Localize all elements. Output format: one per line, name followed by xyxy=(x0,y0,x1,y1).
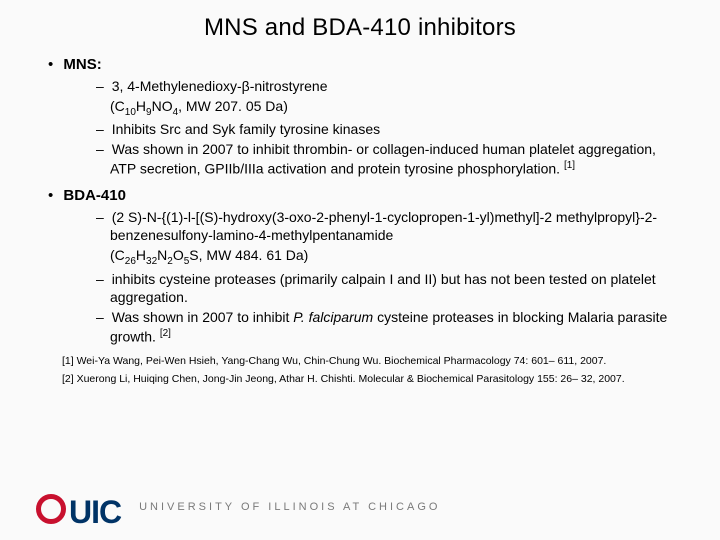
text: H xyxy=(136,98,146,114)
text: N xyxy=(157,247,167,263)
text: O xyxy=(173,247,184,263)
text: H xyxy=(136,247,146,263)
text: 3, 4-Methylenedioxy-β-nitrostyrene xyxy=(112,78,328,94)
text: NO xyxy=(152,98,173,114)
mns-item-formula: (C10H9NO4, MW 207. 05 Da) xyxy=(96,97,680,119)
uic-logo: UIC xyxy=(36,486,121,528)
bda-item-inhibits: inhibits cysteine proteases (primarily c… xyxy=(96,270,680,308)
slide-footer: UIC UNIVERSITY OF ILLINOIS AT CHICAGO xyxy=(36,486,684,528)
section-mns-heading: MNS: xyxy=(48,56,680,73)
references: [1] Wei-Ya Wang, Pei-Wen Hsieh, Yang-Cha… xyxy=(62,355,680,386)
mns-item-2007: Was shown in 2007 to inhibit thrombin- o… xyxy=(96,140,680,178)
bda-item-formula: (C26H32N2O5S, MW 484. 61 Da) xyxy=(96,246,680,268)
ref-sup: [1] xyxy=(564,160,575,171)
logo-ring-icon xyxy=(36,494,66,524)
reference-1: [1] Wei-Ya Wang, Pei-Wen Hsieh, Yang-Cha… xyxy=(62,355,680,368)
bda-item-2007: Was shown in 2007 to inhibit P. falcipar… xyxy=(96,308,680,346)
reference-2: [2] Xuerong Li, Huiqing Chen, Jong-Jin J… xyxy=(62,373,680,386)
sub: 10 xyxy=(125,107,136,118)
text: S, MW 484. 61 Da) xyxy=(189,247,308,263)
slide-content: MNS and BDA-410 inhibitors MNS: 3, 4-Met… xyxy=(0,0,720,540)
text: (C xyxy=(110,98,125,114)
bda-item-name: (2 S)-N-{(1)-l-[(S)-hydroxy(3-oxo-2-phen… xyxy=(96,208,680,246)
text: Was shown in 2007 to inhibit xyxy=(112,309,294,325)
mns-item-inhibits: Inhibits Src and Syk family tyrosine kin… xyxy=(96,120,680,139)
text: Was shown in 2007 to inhibit thrombin- o… xyxy=(110,141,656,177)
university-name: UNIVERSITY OF ILLINOIS AT CHICAGO xyxy=(139,501,440,513)
italic-text: P. falciparum xyxy=(293,309,373,325)
section-bda-list: (2 S)-N-{(1)-l-[(S)-hydroxy(3-oxo-2-phen… xyxy=(96,208,680,347)
sub: 26 xyxy=(125,256,136,267)
text: (C xyxy=(110,247,125,263)
slide-title: MNS and BDA-410 inhibitors xyxy=(40,14,680,42)
section-mns-list: 3, 4-Methylenedioxy-β-nitrostyrene (C10H… xyxy=(96,77,680,179)
section-bda-heading: BDA-410 xyxy=(48,187,680,204)
logo-text: UIC xyxy=(69,496,121,528)
text: , MW 207. 05 Da) xyxy=(178,98,288,114)
mns-item-name: 3, 4-Methylenedioxy-β-nitrostyrene xyxy=(96,77,680,96)
sub: 32 xyxy=(146,256,157,267)
ref-sup: [2] xyxy=(160,328,171,339)
